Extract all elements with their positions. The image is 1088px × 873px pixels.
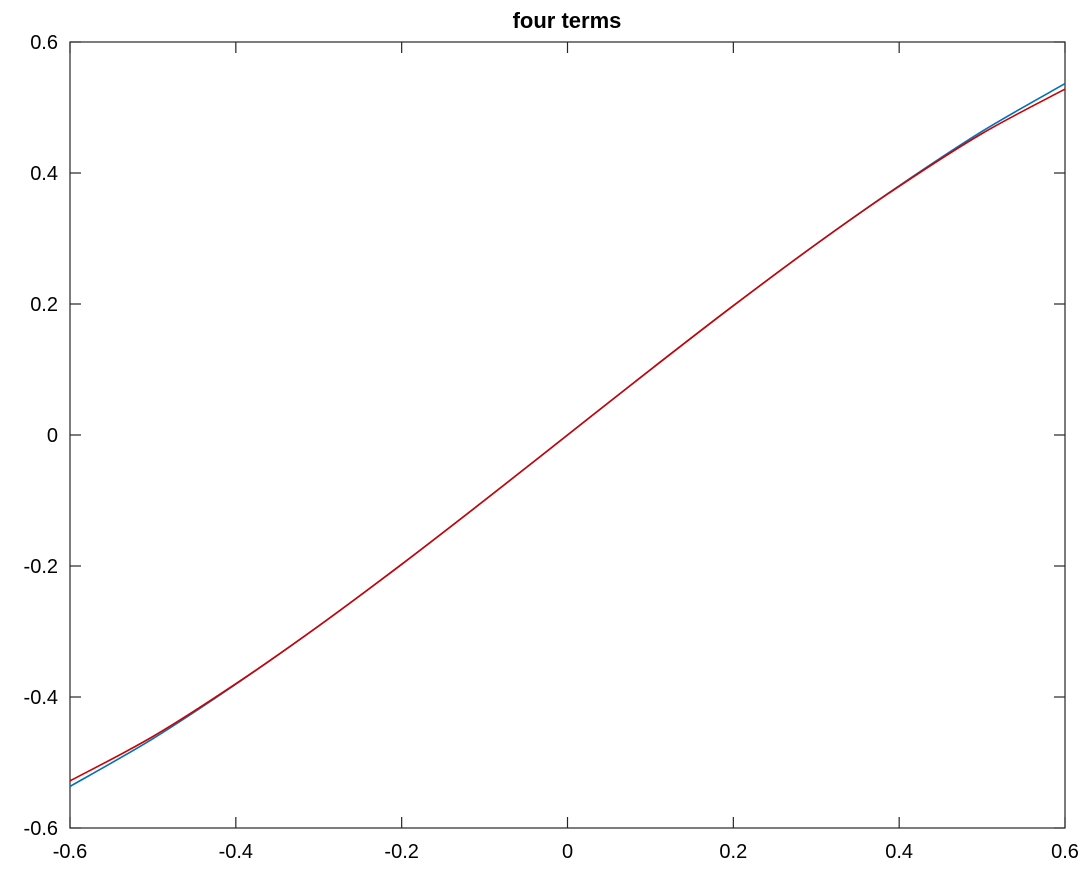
x-tick-label: 0 [562, 841, 573, 863]
x-tick-label: 0.2 [719, 841, 747, 863]
x-tick-label: 0.6 [1051, 841, 1079, 863]
y-tick-label: 0.4 [30, 163, 58, 185]
chart-title: four terms [513, 8, 622, 33]
y-tick-label: 0.2 [30, 294, 58, 316]
y-tick-label: -0.6 [24, 818, 58, 840]
ticks-layer: -0.6 -0.4 -0.2 0 0.2 0.4 0.6 -0.6 -0.4 -0.2 0 0.2 0.… [24, 32, 1079, 863]
y-tick-label: 0.6 [30, 32, 58, 54]
x-tick-label: 0.4 [885, 841, 913, 863]
y-tick-label: 0 [47, 425, 58, 447]
x-tick-label: -0.2 [384, 841, 418, 863]
x-tick-label: -0.4 [219, 841, 253, 863]
y-tick-label: -0.2 [24, 556, 58, 578]
y-tick-label: -0.4 [24, 687, 58, 709]
x-tick-label: -0.6 [53, 841, 87, 863]
series-layer [69, 82, 1066, 788]
series-line-2 [69, 88, 1066, 782]
